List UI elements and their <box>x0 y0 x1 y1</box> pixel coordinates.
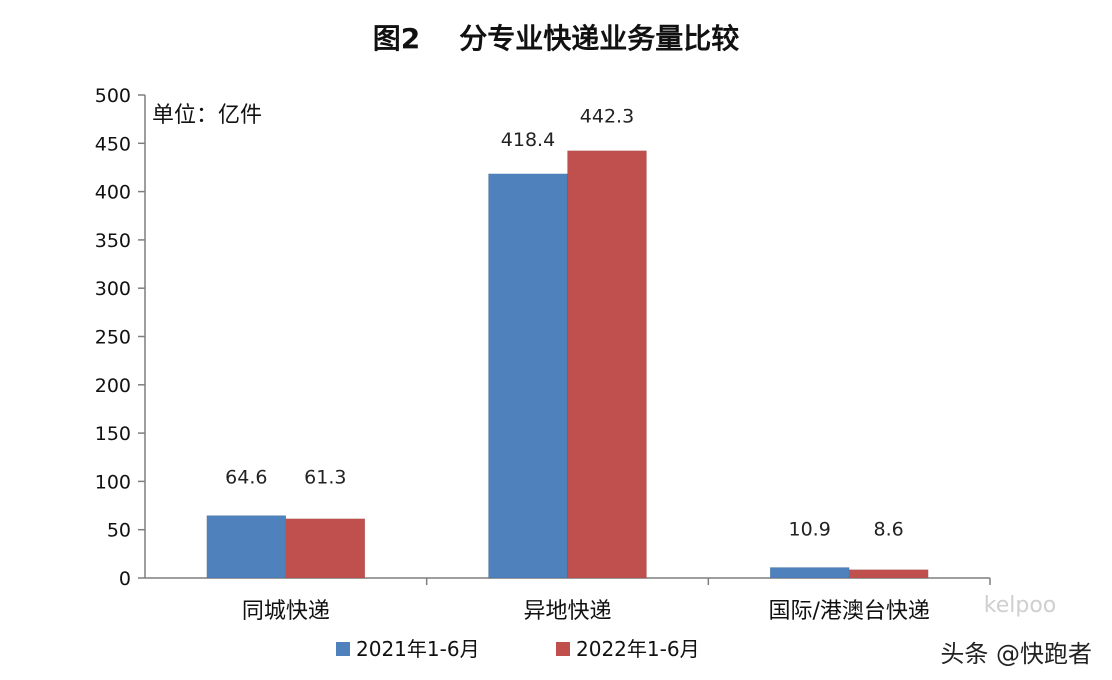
value-label: 10.9 <box>789 518 831 540</box>
bar-2-2 <box>567 150 647 579</box>
category-label: 异地快递 <box>523 599 611 624</box>
bar-2-1 <box>285 518 366 579</box>
bar-1-2 <box>488 173 568 579</box>
y-tick-label: 400 <box>95 182 131 204</box>
y-tick-label: 500 <box>95 85 131 107</box>
watermark-faint: kelpoo <box>984 593 1057 618</box>
category-labels: 同城快递 异地快递 国际/港澳台快递 <box>242 578 991 624</box>
watermark-text: 头条 @快跑者 <box>940 640 1092 668</box>
legend-swatch <box>336 642 350 656</box>
y-tick-label: 450 <box>95 133 131 155</box>
y-tick-label: 50 <box>107 520 131 542</box>
y-tick-label: 200 <box>95 375 131 397</box>
value-label: 418.4 <box>501 129 555 151</box>
chart-title: 图2 分专业快递业务量比较 <box>373 22 739 55</box>
unit-label: 单位：亿件 <box>152 103 262 128</box>
y-tick-label: 150 <box>95 423 131 445</box>
category-label: 同城快递 <box>242 599 330 624</box>
value-label: 61.3 <box>304 467 346 489</box>
bar-2-3 <box>848 569 929 579</box>
value-label: 8.6 <box>874 518 904 540</box>
legend-label: 2021年1-6月 <box>356 637 480 661</box>
value-labels: 64.6 61.3 418.4 442.3 10.9 8.6 <box>225 106 904 541</box>
legend-label: 2022年1-6月 <box>576 637 700 661</box>
y-ticks: 0 50 100 150 200 250 300 350 400 450 500 <box>95 85 145 590</box>
legend: 2021年1-6月 2022年1-6月 <box>336 637 700 661</box>
legend-swatch <box>556 642 570 656</box>
value-label: 64.6 <box>225 467 267 489</box>
bar-1-1 <box>206 515 287 579</box>
y-tick-label: 300 <box>95 278 131 300</box>
category-label: 国际/港澳台快递 <box>768 599 929 624</box>
bar-1-3 <box>769 567 850 579</box>
bars <box>206 150 929 579</box>
y-tick-label: 250 <box>95 327 131 349</box>
y-tick-label: 350 <box>95 230 131 252</box>
value-label: 442.3 <box>580 106 634 128</box>
watermark: kelpoo 头条 @快跑者 <box>940 593 1092 668</box>
y-tick-label: 100 <box>95 471 131 493</box>
y-tick-label: 0 <box>119 568 131 590</box>
